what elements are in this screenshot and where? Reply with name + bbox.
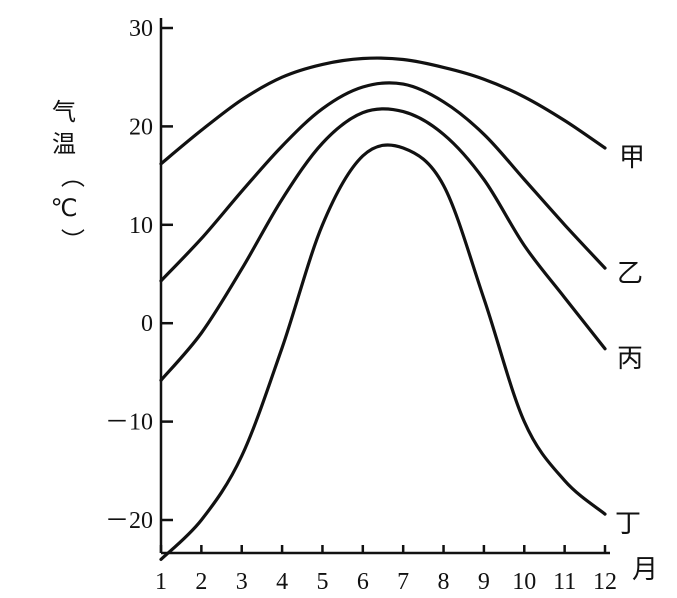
y-ticks: －20 －10 0 10 20 30 [105, 16, 173, 534]
x-tick-label: 12 [593, 569, 617, 595]
y-axis-label-char: ℃ [51, 194, 78, 222]
x-tick-label: 4 [276, 569, 288, 595]
x-tick-label: 1 [155, 569, 167, 595]
series-label-4: 丁 [615, 509, 641, 539]
y-axis-label-char: 气 [52, 98, 76, 126]
x-tick-label: 9 [478, 569, 490, 595]
x-tick-label: 5 [316, 569, 328, 595]
y-axis-label-char: 温 [52, 130, 76, 158]
y-tick-label: 0 [141, 311, 153, 337]
x-axis-label: 月 [632, 555, 658, 585]
y-tick-label: 20 [129, 114, 153, 140]
y-tick-label: －20 [105, 508, 153, 534]
x-tick-label: 11 [553, 569, 576, 595]
y-axis-label: 气温 （ ℃ ） [51, 98, 86, 252]
series-line-1 [159, 56, 607, 166]
x-ticks: 1 2 3 4 5 6 7 8 9 10 11 12 [155, 545, 617, 595]
y-axis-label-char: （ [58, 164, 86, 188]
y-axis-label-char: ） [58, 228, 86, 252]
y-tick-label: －10 [105, 410, 153, 436]
series-label-2: 乙 [617, 259, 643, 289]
series-line-4 [159, 143, 607, 561]
axes [159, 18, 610, 555]
y-tick-label: 30 [129, 16, 153, 42]
series-label-1: 甲 [619, 143, 645, 173]
x-tick-label: 7 [397, 569, 409, 595]
series-label-3: 丙 [617, 344, 643, 374]
series-line-3 [159, 107, 607, 382]
x-tick-label: 3 [236, 569, 248, 595]
x-tick-label: 10 [512, 569, 536, 595]
series-line-2 [159, 81, 607, 283]
series-lines [159, 56, 607, 561]
y-tick-label: 10 [129, 213, 153, 239]
x-tick-label: 8 [438, 569, 450, 595]
x-tick-label: 2 [195, 569, 207, 595]
x-tick-label: 6 [357, 569, 369, 595]
